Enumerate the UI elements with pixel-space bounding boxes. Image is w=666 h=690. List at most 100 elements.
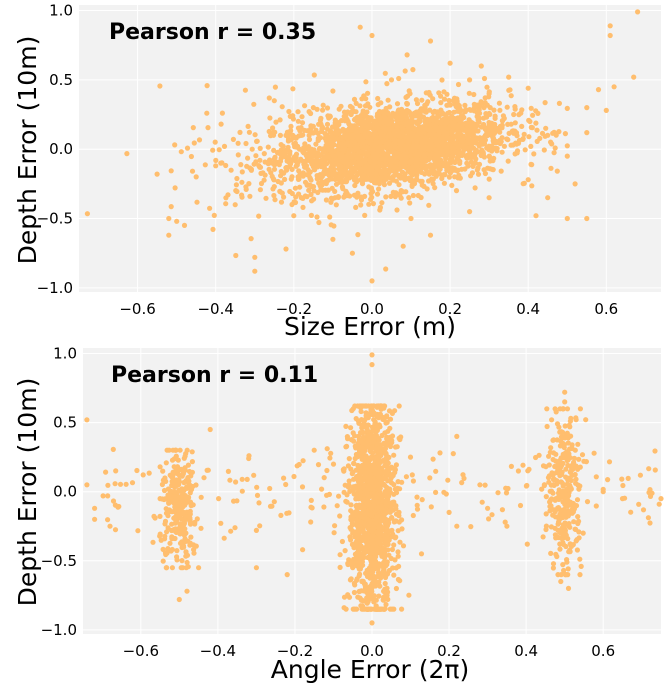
data-point [394,101,401,107]
data-point [553,409,559,415]
data-point [341,594,348,600]
data-point [554,168,560,174]
data-point [394,124,400,130]
data-point [481,105,487,111]
data-point [216,496,222,502]
data-point [400,138,406,144]
data-point [207,426,213,433]
data-point [181,222,188,228]
data-point [167,540,173,546]
data-point [205,125,211,131]
data-point [354,454,360,460]
data-point [399,606,405,612]
data-point [559,480,565,486]
data-point [344,499,350,505]
data-point [564,496,570,502]
data-point [370,150,376,156]
data-point [447,170,453,176]
data-point [377,583,383,589]
data-point [300,204,306,210]
data-point [380,119,386,126]
data-point [389,410,395,416]
data-point [358,408,364,415]
data-point [351,96,358,102]
data-point [190,125,196,131]
data-point [471,91,477,98]
data-point [374,191,381,197]
data-point [555,572,561,578]
data-point [341,466,347,472]
data-point [462,102,468,108]
data-point [381,182,387,188]
data-point [391,606,397,612]
data-point [557,530,563,536]
data-point [257,145,263,151]
data-point [391,572,397,578]
y-tick-label: 0.5 [49,71,73,89]
data-point [165,525,171,531]
data-point [376,526,382,533]
data-point [388,555,394,562]
data-point [558,578,564,585]
data-point [545,132,551,138]
data-point [308,504,314,510]
data-point [358,169,364,175]
data-point [481,134,487,141]
data-point [233,252,239,259]
y-tick-label: −1.0 [37,279,73,297]
data-point [223,162,229,169]
data-point [534,127,540,133]
data-point [345,156,351,162]
data-point [439,120,445,126]
data-point [184,588,190,594]
data-point [281,194,287,200]
data-point [548,488,555,494]
data-point [326,134,332,140]
data-point [398,188,404,194]
data-point [573,538,579,544]
data-point [505,158,511,164]
data-point [243,184,249,190]
data-point [213,157,219,163]
data-point [403,189,409,195]
data-point [476,161,483,167]
data-point [178,565,184,571]
data-point [201,475,207,481]
data-point [306,152,313,158]
data-point [573,417,579,423]
data-point [211,212,217,218]
data-point [300,132,306,138]
data-point [548,503,554,509]
data-point [218,160,224,166]
data-point [295,109,301,115]
x-tick-label: 0.6 [594,300,618,318]
data-point [491,107,497,113]
data-point [554,437,560,443]
data-point [551,150,557,156]
data-point [353,416,359,422]
data-point [190,502,196,508]
data-point [178,149,184,155]
data-point [369,528,375,534]
data-point [162,533,168,539]
data-point [418,178,424,184]
data-point [307,128,313,134]
data-point [611,84,617,90]
y-tick-label: 0.0 [53,483,77,501]
data-point [374,481,380,488]
data-point [391,128,397,134]
data-point [461,134,468,140]
data-point [548,524,555,530]
data-point [181,544,187,550]
data-point [306,136,313,143]
data-point [444,91,450,97]
data-point [362,497,368,503]
data-point [553,496,559,502]
data-point [365,486,371,492]
data-point [372,465,378,471]
data-point [385,460,391,466]
data-point [304,182,310,188]
data-point [392,164,398,170]
data-point [550,456,556,463]
data-point [550,561,557,567]
